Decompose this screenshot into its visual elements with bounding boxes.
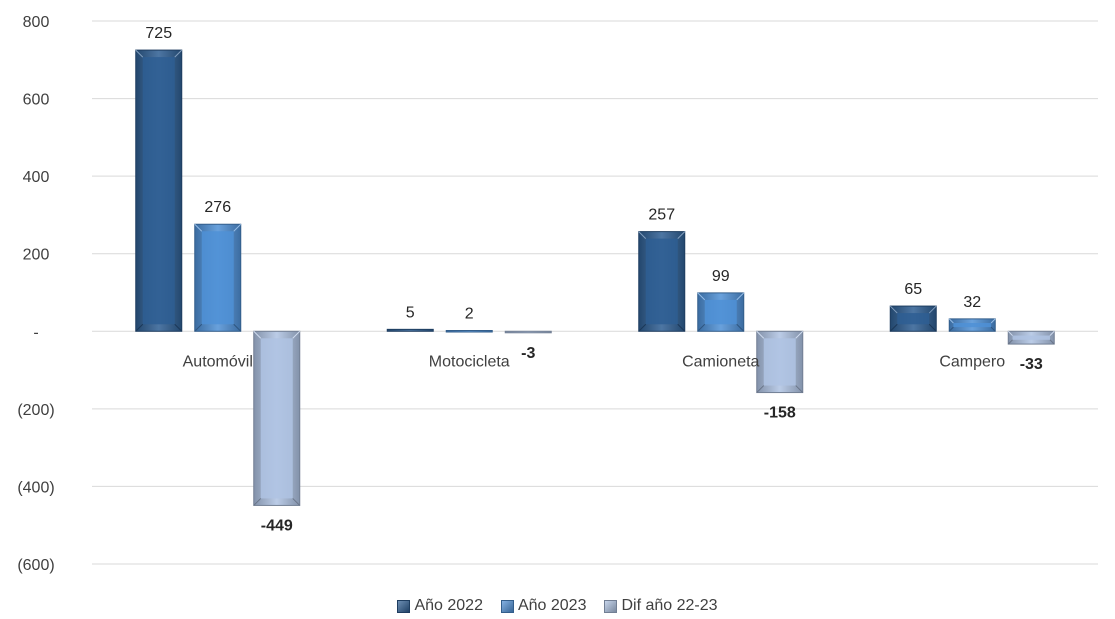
grid-lines (92, 20, 1098, 565)
y-tick-label: (200) (17, 402, 54, 419)
y-tick-label: - (33, 324, 38, 341)
bar-rect (504, 330, 552, 334)
y-tick-label: 400 (23, 169, 50, 186)
bar-bevel (142, 57, 175, 325)
data-label: -158 (764, 405, 796, 422)
legend-item: Dif año 22-23 (604, 597, 718, 615)
data-label: -3 (521, 345, 535, 362)
x-category-label: Campero (939, 353, 1005, 370)
data-label: 5 (406, 304, 415, 321)
bar (948, 318, 996, 332)
legend-item: Año 2023 (500, 597, 587, 615)
y-tick-label: 200 (23, 247, 50, 264)
data-label: 276 (204, 199, 231, 216)
bar-bevel (953, 323, 992, 328)
bar (756, 330, 804, 394)
data-label: -33 (1020, 356, 1043, 373)
bar (889, 305, 937, 332)
bar-bevel (645, 238, 678, 325)
y-tick-label: 800 (23, 14, 50, 31)
bar (445, 330, 493, 333)
bar-bevel (260, 338, 293, 499)
bar-rect (445, 330, 493, 333)
legend: Año 2022 Año 2023 Dif año 22-23 (0, 597, 1115, 615)
data-label: -449 (261, 517, 293, 534)
legend-swatch (500, 599, 514, 613)
bar-bevel (704, 299, 737, 325)
data-label: 725 (145, 25, 172, 42)
x-category-label: Camioneta (682, 353, 759, 370)
data-label: 99 (712, 268, 730, 285)
x-category-label: Automóvil (183, 353, 253, 370)
y-tick-label: 600 (23, 92, 50, 109)
bar (194, 223, 242, 332)
bar-bevel (897, 313, 930, 325)
bar (697, 292, 745, 332)
data-label: 2 (465, 306, 474, 323)
bar (638, 231, 686, 332)
y-tick-label: (600) (17, 557, 54, 574)
legend-swatch (397, 599, 411, 613)
data-label: 257 (648, 207, 675, 224)
legend-label: Dif año 22-23 (621, 597, 718, 614)
bar-bevel (1012, 335, 1050, 340)
bar-rect (386, 328, 434, 332)
data-labels: 725 276 -449 5 2 -3 257 99 -158 65 32 -33 (145, 25, 1043, 534)
bar (504, 330, 552, 334)
bar-bevel (763, 338, 796, 386)
bar (386, 328, 434, 332)
bar-bevel (201, 231, 234, 325)
data-label: 65 (904, 281, 922, 298)
bar (135, 49, 183, 332)
x-axis-categories: Automóvil Motocicleta Camioneta Campero (183, 353, 1006, 370)
bar (253, 330, 301, 506)
bar (1007, 330, 1055, 345)
bars (135, 49, 1055, 506)
data-label: 32 (963, 294, 981, 311)
x-category-label: Motocicleta (429, 353, 510, 370)
y-axis: 800 600 400 200 - (200) (400) (600) (17, 14, 54, 574)
legend-item: Año 2022 (397, 597, 483, 615)
legend-label: Año 2022 (414, 597, 483, 614)
bar-chart: 800 600 400 200 - (200) (400) (600) Automóvil Mo… (17, 14, 1098, 574)
legend-swatch (604, 599, 618, 613)
y-tick-label: (400) (17, 479, 54, 496)
legend-label: Año 2023 (517, 597, 587, 614)
